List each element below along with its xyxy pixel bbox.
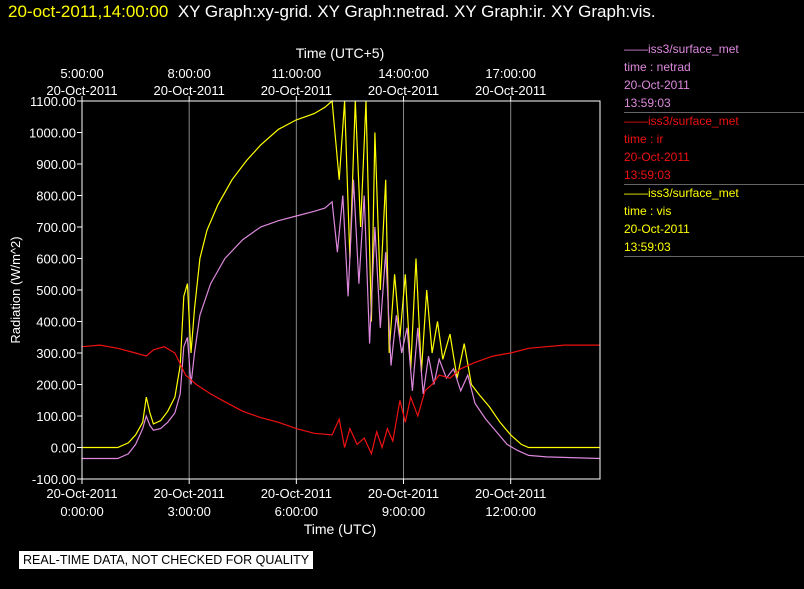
legend-date: 20-Oct-2011 xyxy=(624,222,690,236)
grid-lines xyxy=(188,101,512,479)
title-timestamp: 20-oct-2011,14:00:00 xyxy=(8,2,169,21)
x-tick-time: 0:00:00 xyxy=(60,504,103,519)
y-ticks: 1100.00 1000.00 900.00 800.00 700.00 600.00 50… xyxy=(29,94,82,487)
y-tick-label: 300.00 xyxy=(36,346,76,361)
x2-tick-date: 20-Oct-2011 xyxy=(154,83,225,98)
x2-axis-label: Time (UTC+5) xyxy=(296,45,385,61)
x-tick-date: 20-Oct-2011 xyxy=(154,486,225,501)
y-tick-label: 700.00 xyxy=(36,220,76,235)
y-axis-label: Radiation (W/m^2) xyxy=(8,236,23,343)
y-tick-label: 1000.00 xyxy=(29,126,76,141)
x-tick-date: 20-Oct-2011 xyxy=(475,486,546,501)
x-tick-time: 12:00:00 xyxy=(485,504,536,519)
legend-source: ——iss3/surface_met xyxy=(624,42,739,56)
x-tick-time: 6:00:00 xyxy=(275,504,318,519)
legend-time: 13:59:03 xyxy=(624,94,804,113)
x2-ticks: 5:00:00 20-Oct-2011 8:00:00 20-Oct-2011 11:0… xyxy=(46,66,546,101)
x2-tick-date: 20-Oct-2011 xyxy=(261,83,332,98)
y-tick-label: 900.00 xyxy=(36,157,76,172)
series-line-1 xyxy=(82,179,601,460)
series-line-2 xyxy=(81,344,600,456)
x-ticks: 20-Oct-2011 0:00:00 20-Oct-2011 3:00:00 20-O… xyxy=(46,479,546,519)
x2-tick-time: 14:00:00 xyxy=(378,66,429,81)
legend-date: 20-Oct-2011 xyxy=(624,150,690,164)
x2-tick-date: 20-Oct-2011 xyxy=(368,83,439,98)
series-line-0 xyxy=(82,99,600,449)
legend-time: 13:59:03 xyxy=(624,166,804,185)
legend-time: 13:59:03 xyxy=(624,238,804,257)
y-tick-label: 200.00 xyxy=(36,378,76,393)
legend-var: time : netrad xyxy=(624,60,691,74)
title-graphs: XY Graph:xy-grid. XY Graph:netrad. XY Gr… xyxy=(177,2,656,21)
x2-tick-time: 17:00:00 xyxy=(485,66,536,81)
x2-tick-time: 11:00:00 xyxy=(272,66,322,81)
x-tick-time: 9:00:00 xyxy=(382,504,425,519)
chart-title: 20-oct-2011,14:00:00 XY Graph:xy-grid. X… xyxy=(8,2,656,22)
legend-source: ——iss3/surface_met xyxy=(624,186,739,200)
x-tick-time: 3:00:00 xyxy=(167,504,210,519)
x2-tick-time: 5:00:00 xyxy=(60,66,103,81)
y-tick-label: 0.00 xyxy=(51,441,76,456)
legend-source: ——iss3/surface_met xyxy=(624,114,739,128)
x-tick-date: 20-Oct-2011 xyxy=(261,486,332,501)
x-axis-label: Time (UTC) xyxy=(304,521,377,537)
y-tick-label: 1100.00 xyxy=(30,94,76,109)
x-tick-date: 20-Oct-2011 xyxy=(368,486,439,501)
x-tick-date: 20-Oct-2011 xyxy=(46,486,117,501)
x2-tick-date: 20-Oct-2011 xyxy=(475,83,546,98)
y-tick-label: -100.00 xyxy=(32,472,76,487)
y-tick-label: 800.00 xyxy=(36,189,76,204)
y-tick-label: 600.00 xyxy=(36,252,76,267)
y-tick-label: 100.00 xyxy=(36,409,76,424)
x2-tick-time: 8:00:00 xyxy=(167,66,210,81)
legend-var: time : ir xyxy=(624,132,664,146)
legend-date: 20-Oct-2011 xyxy=(624,78,690,92)
legend-var: time : vis xyxy=(624,204,672,218)
series-lines xyxy=(81,99,601,460)
y-tick-label: 400.00 xyxy=(36,315,76,330)
quality-banner: REAL-TIME DATA, NOT CHECKED FOR QUALITY xyxy=(19,551,314,569)
y-tick-label: 500.00 xyxy=(36,283,76,298)
x2-tick-date: 20-Oct-2011 xyxy=(46,83,117,98)
